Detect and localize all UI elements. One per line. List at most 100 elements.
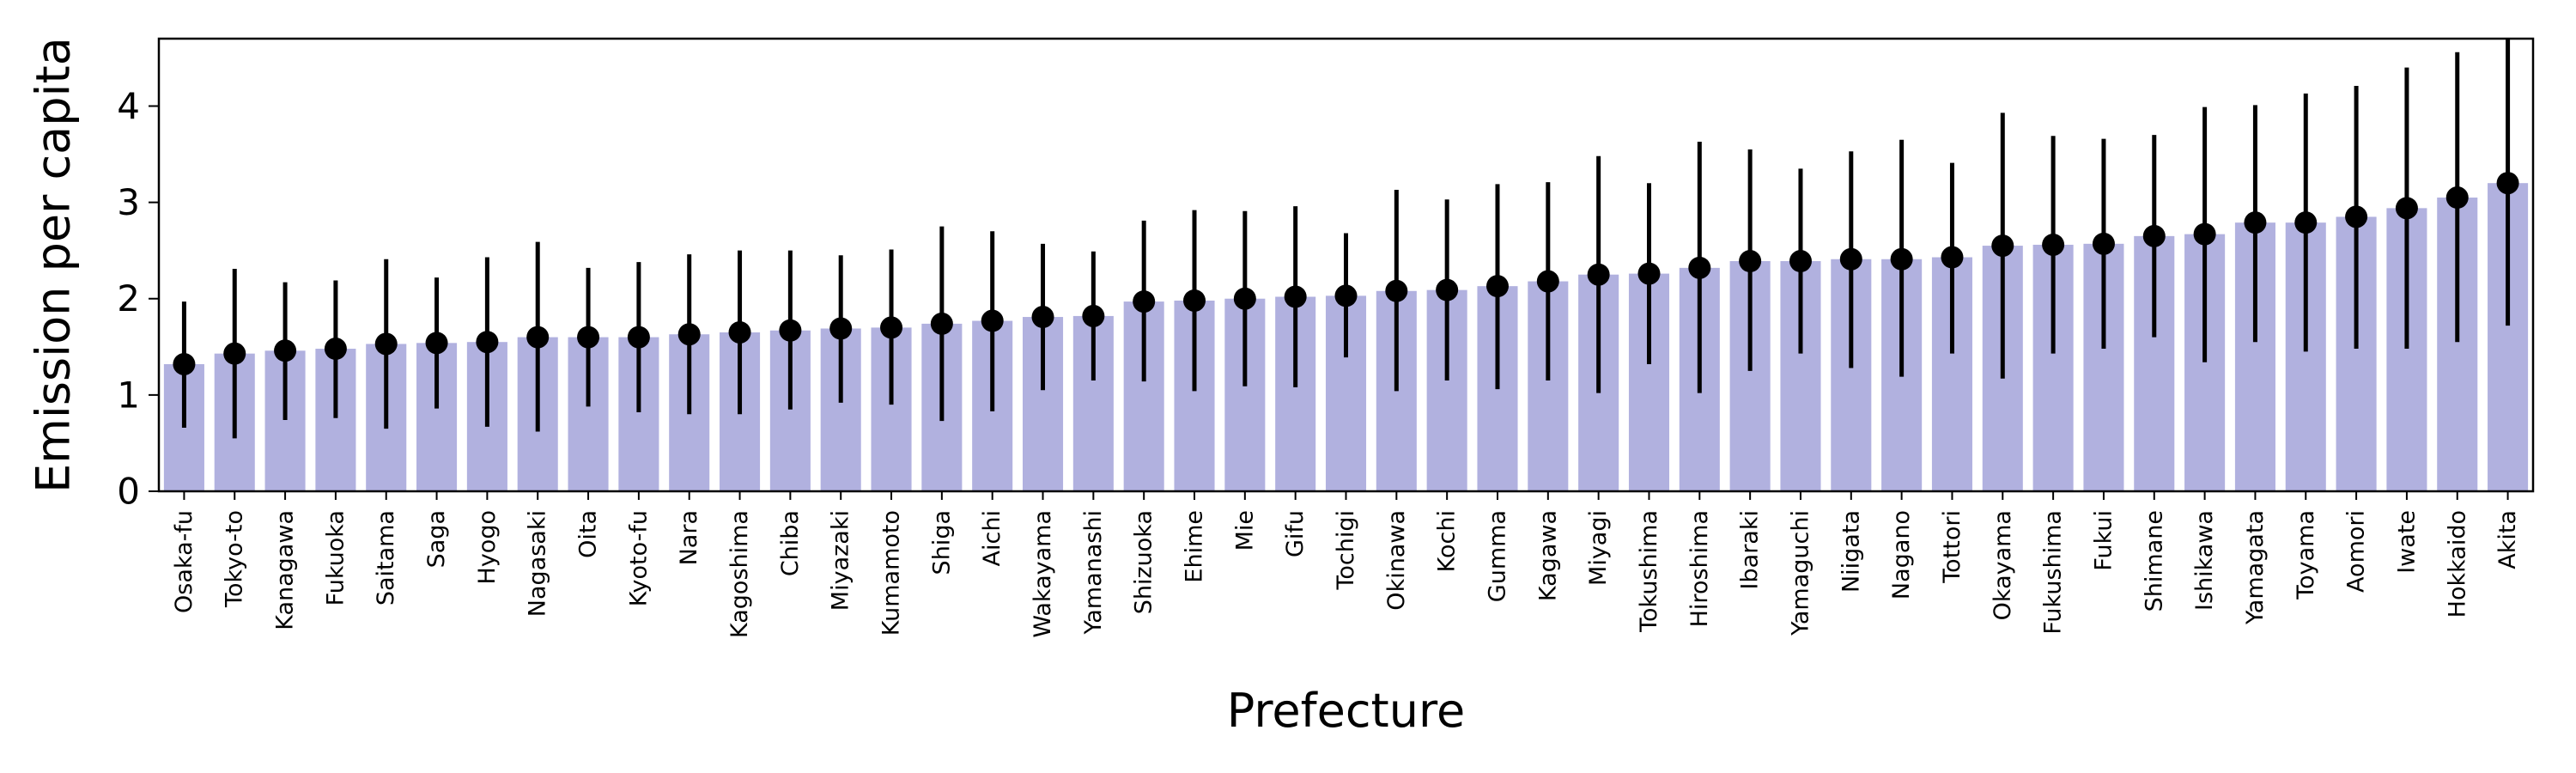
x-tick-label: Ehime <box>1182 510 1208 583</box>
data-point <box>1385 279 1408 302</box>
x-tick-label: Kagawa <box>1534 510 1561 601</box>
data-point <box>1284 285 1307 308</box>
data-point <box>1031 306 1054 329</box>
data-point <box>2496 172 2519 195</box>
data-point <box>577 326 600 349</box>
x-tick-label: Aichi <box>979 510 1005 566</box>
data-point <box>1233 287 1256 310</box>
x-tick-label: Niigata <box>1838 510 1864 593</box>
data-point <box>274 339 297 362</box>
x-tick-label: Nagasaki <box>525 510 551 617</box>
x-tick-label: Aomori <box>2343 510 2370 593</box>
data-point <box>2244 211 2267 234</box>
data-point <box>1789 250 1812 273</box>
data-point <box>425 332 448 355</box>
x-tick-label: Yamagata <box>2242 510 2269 625</box>
x-tick-label: Miyagi <box>1585 510 1612 586</box>
x-tick-label: Hyogo <box>474 510 501 584</box>
data-point <box>1991 234 2014 258</box>
data-point <box>2445 186 2469 210</box>
x-tick-label: Saga <box>423 510 450 568</box>
x-tick-label: Tokushima <box>1636 510 1662 633</box>
data-point <box>2294 211 2318 234</box>
data-point <box>1133 290 1156 313</box>
points-layer <box>173 172 2519 375</box>
data-point <box>1890 247 1913 271</box>
x-tick-label: Osaka-fu <box>171 510 197 613</box>
x-tick-label: Kochi <box>1434 510 1461 572</box>
data-point <box>1839 247 1862 271</box>
x-tick-label: Fukuoka <box>322 510 349 606</box>
y-tick-label: 0 <box>117 471 140 513</box>
data-point <box>1941 246 1964 269</box>
x-tick-label: Kyoto-fu <box>625 510 652 606</box>
y-tick-label: 3 <box>117 181 140 223</box>
data-point <box>1334 284 1358 307</box>
x-tick-label: Ibaraki <box>1737 510 1764 589</box>
x-tick-label: Okayama <box>1990 510 2016 620</box>
data-point <box>627 326 650 349</box>
x-tick-label: Fukushima <box>2040 510 2067 635</box>
data-point <box>677 323 701 346</box>
data-point <box>1637 262 1661 285</box>
data-point <box>779 319 802 342</box>
x-tick-label: Hokkaido <box>2444 510 2470 618</box>
data-point <box>1082 304 1105 327</box>
x-tick-label: Mie <box>1231 510 1258 551</box>
x-tick-label: Tottori <box>1939 510 1965 584</box>
data-point <box>476 331 499 354</box>
data-point <box>173 352 196 375</box>
y-tick-label: 2 <box>117 277 140 320</box>
data-point <box>2042 233 2065 256</box>
data-point <box>1587 263 1610 286</box>
x-tick-label: Tokyo-to <box>222 510 248 608</box>
x-tick-label: Akita <box>2494 510 2521 569</box>
x-tick-label: Fukui <box>2090 510 2117 571</box>
data-point <box>1536 270 1559 293</box>
data-point <box>526 326 550 349</box>
data-point <box>728 320 751 344</box>
x-tick-label: Yamaguchi <box>1787 510 1814 636</box>
y-axis-label: Emission per capita <box>27 37 81 493</box>
x-tick-label: Tochigi <box>1333 510 1359 591</box>
x-axis-label: Prefecture <box>1227 684 1465 738</box>
x-tick-label: Miyazaki <box>828 510 854 611</box>
x-tick-label: Nagano <box>1888 510 1915 600</box>
x-tick-label: Saitama <box>373 510 399 606</box>
data-point <box>1739 250 1762 273</box>
data-point <box>2345 205 2368 228</box>
data-point <box>1183 289 1206 312</box>
x-tick-label: Kagoshima <box>726 510 753 638</box>
x-tick-label: Shiga <box>928 510 955 575</box>
data-point <box>2193 222 2216 246</box>
data-point <box>374 332 398 356</box>
x-tick-label: Wakayama <box>1030 510 1056 638</box>
x-tick-label: Shimane <box>2141 510 2167 612</box>
x-tick-label: Chiba <box>777 510 804 576</box>
data-point <box>324 338 347 361</box>
data-point <box>1688 256 1711 279</box>
data-point <box>930 312 953 335</box>
data-point <box>2395 197 2418 220</box>
x-tick-label: Shizuoka <box>1131 510 1157 614</box>
x-tick-label: Kanagawa <box>272 510 299 630</box>
data-point <box>981 309 1004 332</box>
x-tick-label: Nara <box>676 510 702 565</box>
x-tick-label: Toyama <box>2293 510 2319 600</box>
x-tick-label: Hiroshima <box>1686 510 1713 627</box>
data-point <box>1436 278 1459 301</box>
data-point <box>2092 232 2115 255</box>
data-point <box>223 342 246 365</box>
x-tick-label: Oita <box>575 510 602 558</box>
x-tick-label: Ishikawa <box>2191 510 2218 611</box>
data-point <box>1485 275 1509 298</box>
x-axis: Osaka-fu Tokyo-to Kanagawa Fukuoka Saitama Sa… <box>171 491 2521 638</box>
x-tick-label: Yamanashi <box>1080 510 1107 636</box>
y-axis: 0 1 2 3 4 <box>117 85 159 513</box>
y-tick-label: 1 <box>117 374 140 416</box>
x-tick-label: Gifu <box>1282 510 1309 557</box>
data-point <box>2142 224 2166 247</box>
x-tick-label: Kumamoto <box>878 510 905 636</box>
data-point <box>880 316 903 339</box>
